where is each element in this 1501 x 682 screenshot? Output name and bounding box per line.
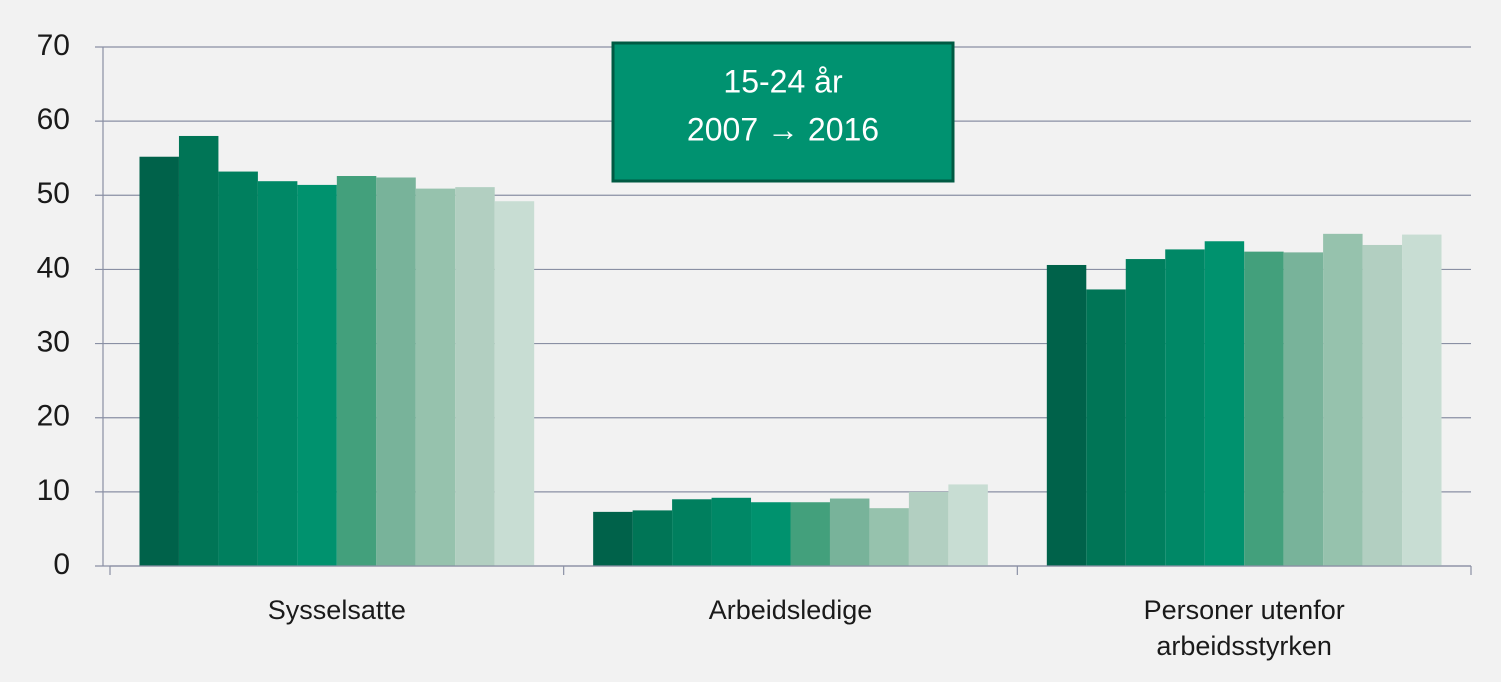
bar [790, 502, 830, 566]
bar [869, 508, 909, 566]
y-tick-label: 40 [37, 251, 70, 284]
bar [711, 497, 752, 566]
bar [1086, 289, 1126, 566]
bar [1204, 241, 1245, 567]
bar [139, 156, 179, 566]
bar [336, 176, 377, 566]
y-tick-label: 0 [53, 548, 70, 581]
bar [829, 498, 870, 566]
bar [1283, 252, 1324, 566]
bar [1402, 234, 1442, 566]
bar [593, 511, 633, 566]
y-tick-label: 60 [37, 103, 70, 136]
bar [1244, 251, 1284, 567]
bar [257, 181, 298, 566]
bar [1165, 249, 1205, 566]
bar [751, 502, 791, 566]
x-tick-label: Sysselsatte [267, 595, 406, 625]
bar [297, 184, 337, 567]
bar [672, 499, 712, 566]
bar [376, 177, 416, 566]
bar [632, 510, 673, 566]
bar [908, 491, 949, 566]
annotation-box [611, 41, 955, 183]
x-tick-label: Arbeidsledige [708, 595, 873, 625]
annotation-text: 15-24 år [723, 63, 843, 99]
annotation-text: 2007 → 2016 [687, 111, 879, 147]
bar [1125, 259, 1166, 566]
y-tick-label: 10 [37, 474, 70, 507]
bar [494, 201, 535, 566]
y-tick-label: 30 [37, 325, 70, 358]
y-tick-label: 20 [37, 400, 70, 433]
y-tick-label: 70 [37, 29, 70, 62]
bar [1323, 233, 1363, 566]
bar [178, 135, 219, 566]
bar [1362, 244, 1403, 566]
x-tick-label: Personer utenfor arbeidsstyrken [1143, 595, 1345, 661]
bar [948, 484, 988, 566]
y-tick-label: 50 [37, 177, 70, 210]
bar [218, 171, 258, 566]
bar [455, 187, 495, 566]
bar [415, 188, 456, 566]
bar [1046, 264, 1087, 566]
